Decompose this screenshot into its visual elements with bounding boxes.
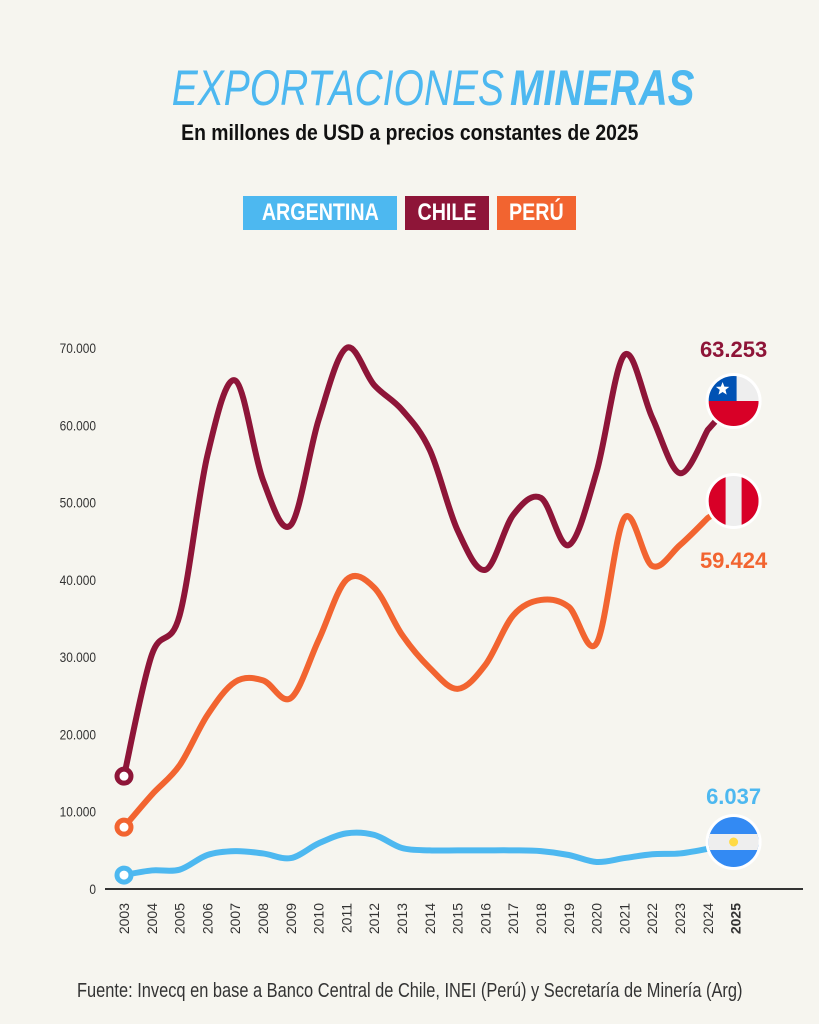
start-marker-chile <box>114 766 134 786</box>
y-tick-label: 20.000 <box>60 726 96 742</box>
y-axis: 0 10.000 20.000 30.000 40.000 50.000 60.000 70.… <box>60 340 96 897</box>
x-tick-label: 2023 <box>672 903 688 934</box>
start-marker-peru <box>114 817 134 837</box>
chart-subtitle: En millones de USD a precios constantes … <box>0 120 819 146</box>
x-tick-label: 2009 <box>283 903 299 934</box>
end-label-chile: 63.253 <box>700 337 767 362</box>
x-tick-label: 2015 <box>450 903 466 934</box>
series-layer: 63.253 59.424 6.037 <box>114 337 768 885</box>
x-tick-label: 2022 <box>644 903 660 934</box>
x-tick-label: 2010 <box>311 903 327 934</box>
legend-label-chile: CHILE <box>417 199 478 226</box>
x-tick-label: 2016 <box>477 903 493 934</box>
chile-flag-icon <box>705 373 762 429</box>
x-tick-label: 2014 <box>422 903 438 934</box>
chart-title: EXPORTACIONES MINERAS <box>0 58 819 118</box>
x-tick-label: 2003 <box>116 903 132 934</box>
x-tick-label: 2004 <box>144 903 160 934</box>
subtitle-text: En millones de USD a precios constantes … <box>180 120 639 145</box>
y-tick-label: 60.000 <box>60 417 96 433</box>
y-tick-label: 70.000 <box>60 340 96 356</box>
legend-item-peru: PERÚ <box>497 196 577 230</box>
x-tick-label: 2006 <box>199 903 215 934</box>
x-tick-label: 2017 <box>505 903 521 934</box>
x-tick-label: 2005 <box>172 903 188 934</box>
x-tick-label: 2013 <box>394 903 410 934</box>
line-peru <box>121 511 717 831</box>
y-tick-label: 0 <box>89 881 96 897</box>
x-tick-label: 2024 <box>700 903 716 934</box>
x-tick-label: 2011 <box>338 903 354 933</box>
x-tick-label: 2018 <box>533 903 549 934</box>
y-tick-label: 50.000 <box>60 495 96 511</box>
legend-item-argentina: ARGENTINA <box>242 196 398 230</box>
source-text: Fuente: Invecq en base a Banco Central d… <box>76 980 743 1002</box>
legend-label-peru: PERÚ <box>509 199 565 226</box>
end-label-argentina: 6.037 <box>706 784 761 809</box>
source-note: Fuente: Invecq en base a Banco Central d… <box>0 980 819 1003</box>
legend-item-chile: CHILE <box>405 196 490 230</box>
flag-layer <box>705 373 762 870</box>
legend-label-argentina: ARGENTINA <box>261 199 379 226</box>
line-argentina <box>121 829 714 879</box>
x-tick-label: 2012 <box>366 903 382 934</box>
legend: ARGENTINA CHILE PERÚ <box>0 196 819 230</box>
argentina-flag-icon <box>705 814 762 870</box>
peru-flag-icon <box>705 473 762 529</box>
y-tick-label: 40.000 <box>60 572 96 588</box>
y-tick-label: 10.000 <box>60 804 96 820</box>
series-argentina: 6.037 <box>114 784 761 885</box>
title-light: EXPORTACIONES <box>171 60 505 116</box>
series-peru: 59.424 <box>114 511 768 837</box>
x-tick-label: 2025 <box>728 903 744 934</box>
title-bold: MINERAS <box>510 60 695 116</box>
start-marker-argentina <box>114 865 134 885</box>
x-tick-label: 2020 <box>589 903 605 934</box>
x-tick-label: 2019 <box>561 903 577 934</box>
y-tick-label: 30.000 <box>60 649 96 665</box>
x-tick-label: 2008 <box>255 903 271 934</box>
x-tick-label: 2007 <box>227 903 243 934</box>
end-label-peru: 59.424 <box>700 548 768 573</box>
x-tick-label: 2021 <box>616 903 632 934</box>
x-axis: 2003 2004 2005 2006 2007 2008 2009 2010 2011 2012… <box>105 888 803 934</box>
line-chile <box>121 344 721 780</box>
series-chile: 63.253 <box>114 337 767 786</box>
